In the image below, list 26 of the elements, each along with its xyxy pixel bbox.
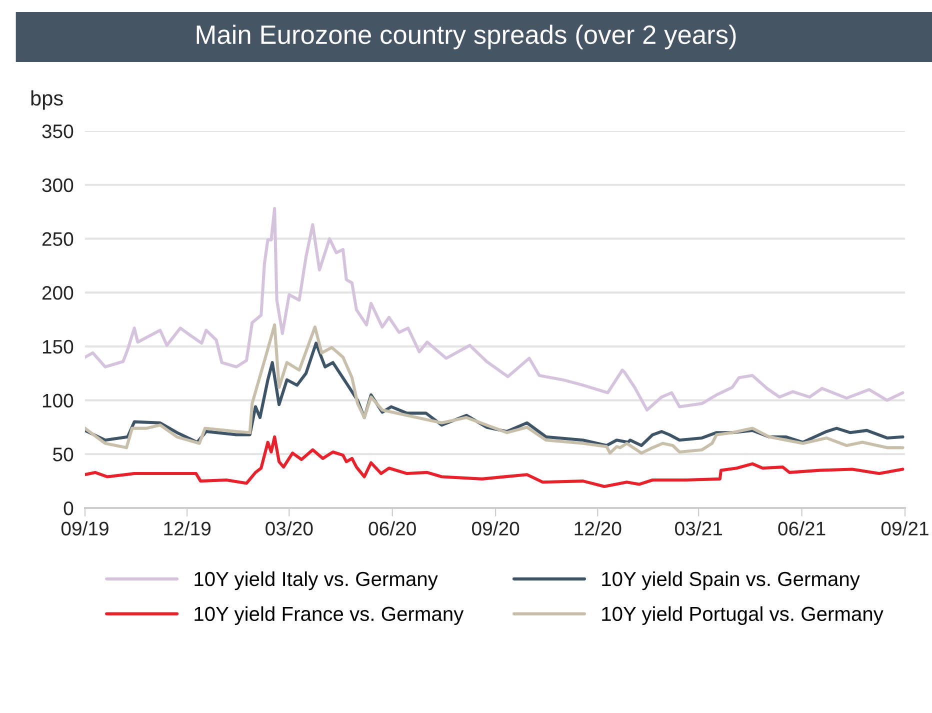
legend-label: 10Y yield Portugal vs. Germany — [602, 606, 884, 626]
line-series — [85, 323, 904, 455]
x-tick-label: 06/21 — [778, 521, 826, 536]
legend-label: 10Y yield France vs. Germany — [194, 606, 464, 626]
y-tick-label: 0 — [64, 501, 74, 516]
x-tick-label: 12/19 — [164, 521, 210, 536]
x-tick-label: 12/20 — [574, 521, 622, 536]
y-axis-title: bps — [31, 90, 63, 110]
y-tick-label: 250 — [42, 232, 74, 246]
y-tick-label: 350 — [42, 124, 74, 138]
y-tick-label: 300 — [42, 178, 74, 192]
line-series — [85, 207, 904, 412]
x-tick-label: 06/20 — [368, 521, 416, 536]
chart-title: Main Eurozone country spreads (over 2 years) — [196, 24, 736, 50]
y-tick-label: 150 — [42, 340, 74, 354]
x-tick-label: 03/20 — [266, 521, 313, 536]
line-series — [85, 435, 904, 488]
legend-label: 10Y yield Italy vs. Germany — [194, 571, 438, 590]
y-tick-label: 200 — [42, 286, 74, 300]
x-tick-label: 09/21 — [881, 521, 928, 536]
legend-label: 10Y yield Spain vs. Germany — [602, 571, 860, 590]
x-tick-label: 09/20 — [472, 521, 520, 536]
y-tick-label: 100 — [42, 394, 74, 408]
x-tick-label: 09/19 — [61, 521, 108, 536]
x-tick-label: 03/21 — [675, 521, 722, 536]
y-tick-label: 50 — [53, 448, 74, 462]
